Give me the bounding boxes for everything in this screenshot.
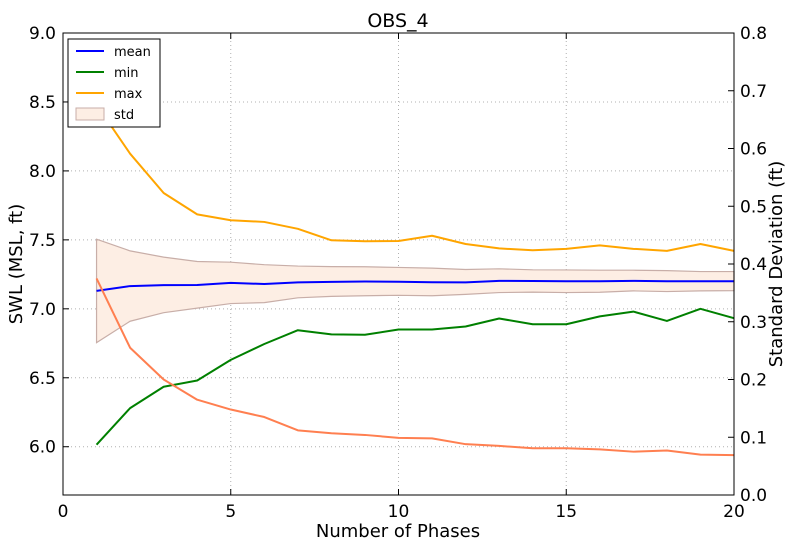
y-right-tick-label: 0.8 bbox=[740, 24, 767, 44]
x-tick-label: 5 bbox=[225, 502, 236, 522]
ticks: 0 5 10 15 20 6.0 6.5 7.0 7.5 8.0 8.5 9.0 0.0 0.1 0.2 0.… bbox=[29, 24, 767, 522]
y-tick-label: 7.5 bbox=[29, 231, 56, 251]
y-tick-label: 8.5 bbox=[29, 93, 56, 113]
y-tick-label: 7.0 bbox=[29, 300, 56, 320]
legend-swatch-std bbox=[75, 107, 105, 121]
x-tick-label: 15 bbox=[555, 502, 577, 522]
legend-label-max: max bbox=[114, 87, 143, 102]
y-right-tick-label: 0.4 bbox=[740, 255, 767, 275]
legend: mean min max std bbox=[67, 38, 161, 128]
x-tick-label: 20 bbox=[723, 502, 745, 522]
y-tick-label: 6.5 bbox=[29, 369, 56, 389]
series-line-std-right bbox=[95, 278, 735, 457]
y-right-tick-label: 0.5 bbox=[740, 197, 767, 217]
y-tick-label: 6.0 bbox=[29, 438, 56, 458]
y-right-tick-label: 0.7 bbox=[740, 82, 767, 102]
std-band bbox=[95, 238, 735, 344]
chart-title: OBS_4 bbox=[367, 10, 428, 32]
y-right-tick-label: 0.2 bbox=[740, 371, 767, 391]
y-axis-right-label: Standard Deviation (ft) bbox=[766, 161, 787, 368]
legend-label-min: min bbox=[114, 66, 139, 81]
x-tick-label: 0 bbox=[58, 502, 69, 522]
y-right-tick-label: 0.0 bbox=[740, 486, 767, 506]
series-line-max bbox=[95, 104, 735, 252]
y-right-tick-label: 0.3 bbox=[740, 313, 767, 333]
series-line-mean bbox=[96, 279, 734, 292]
std-band-layer bbox=[95, 238, 735, 344]
x-axis-label: Number of Phases bbox=[316, 521, 480, 542]
y-tick-label: 9.0 bbox=[29, 24, 56, 44]
y-tick-label: 8.0 bbox=[29, 162, 56, 182]
y-right-tick-label: 0.1 bbox=[740, 428, 767, 448]
legend-label-std: std bbox=[114, 108, 134, 123]
y-axis-label: SWL (MSL, ft) bbox=[6, 204, 27, 325]
series-line-min bbox=[95, 307, 735, 446]
x-tick-label: 10 bbox=[388, 502, 410, 522]
y-right-tick-label: 0.6 bbox=[740, 140, 767, 160]
legend-label-mean: mean bbox=[114, 45, 151, 60]
series-lines bbox=[95, 104, 735, 457]
